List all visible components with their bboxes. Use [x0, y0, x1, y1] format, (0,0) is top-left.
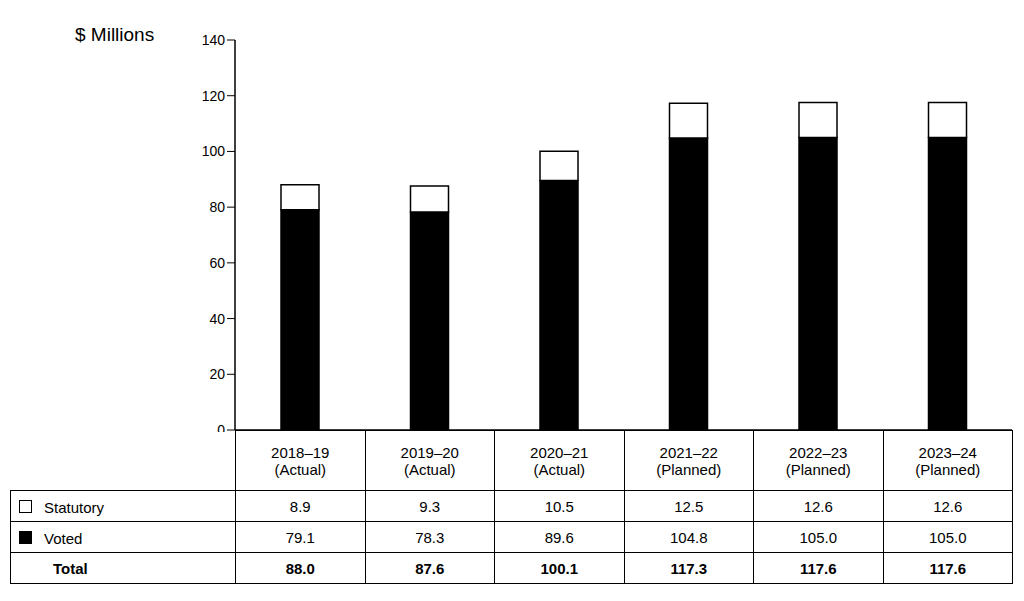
- html-text:(Planned): (Planned): [915, 460, 981, 478]
- html-text:12.5: 12.5: [674, 497, 704, 515]
- html-text:Voted: Voted: [44, 529, 83, 547]
- svg-text:80: 80: [209, 199, 225, 215]
- html-text:10.5: 10.5: [544, 497, 574, 515]
- html-text:Total: Total: [53, 559, 88, 577]
- svg-text:140: 140: [202, 32, 226, 48]
- svg-text:60: 60: [209, 255, 225, 271]
- svg-text:100: 100: [202, 143, 226, 159]
- html-text:2020–21: 2020–21: [530, 443, 589, 461]
- html-text:8.9: 8.9: [289, 497, 311, 515]
- html-text:Statutory: Statutory: [44, 498, 104, 516]
- html-text:2018–19: 2018–19: [271, 443, 330, 461]
- html-text:88.0: 88.0: [285, 559, 315, 577]
- html-text:(Actual): (Actual): [403, 460, 456, 478]
- svg-text:120: 120: [202, 88, 226, 104]
- html-text:104.8: 104.8: [670, 528, 708, 546]
- html-text:12.6: 12.6: [933, 497, 963, 515]
- html-text:9.3: 9.3: [419, 497, 441, 515]
- html-text:2019–20: 2019–20: [400, 443, 459, 461]
- html-text:78.3: 78.3: [415, 528, 445, 546]
- html-text:105.0: 105.0: [799, 528, 837, 546]
- svg-text:20: 20: [209, 366, 225, 382]
- html-text:12.6: 12.6: [803, 497, 833, 515]
- svg-text:40: 40: [209, 311, 225, 327]
- html-text:117.6: 117.6: [799, 559, 837, 577]
- html-text:117.6: 117.6: [929, 559, 967, 577]
- html-text:105.0: 105.0: [929, 528, 967, 546]
- html-text:$ Millions: $ Millions: [75, 24, 155, 45]
- html-text:2022–23: 2022–23: [789, 443, 848, 461]
- html-text:87.6: 87.6: [415, 559, 445, 577]
- html-text:2021–22: 2021–22: [659, 443, 718, 461]
- html-text:(Actual): (Actual): [533, 460, 586, 478]
- html-text:(Planned): (Planned): [785, 460, 851, 478]
- html-text:(Actual): (Actual): [274, 460, 327, 478]
- html-text:100.1: 100.1: [540, 559, 578, 577]
- html-text:89.6: 89.6: [544, 528, 574, 546]
- html-text:79.1: 79.1: [285, 528, 315, 546]
- html-text:(Planned): (Planned): [656, 460, 722, 478]
- html-text:117.3: 117.3: [670, 559, 708, 577]
- html-text:2023–24: 2023–24: [918, 443, 977, 461]
